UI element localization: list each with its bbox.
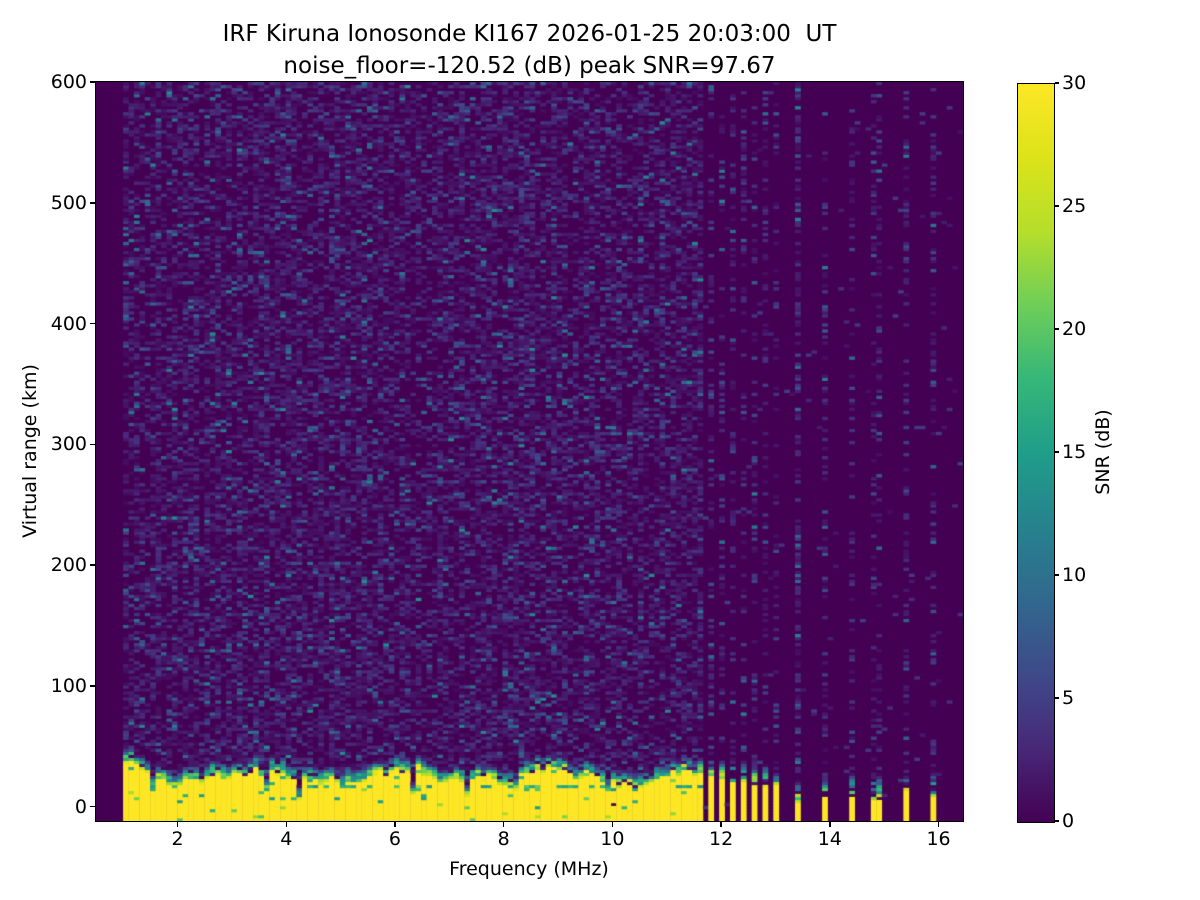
y-tick [89, 202, 95, 204]
y-tick [89, 564, 95, 566]
colorbar-tick-label: 0 [1062, 810, 1075, 832]
x-tick [394, 821, 396, 827]
x-tick [720, 821, 722, 827]
x-tick-label: 12 [709, 828, 734, 850]
y-tick [89, 81, 95, 83]
x-tick [829, 821, 831, 827]
y-tick [89, 322, 95, 325]
y-tick-label: 400 [50, 312, 87, 335]
y-tick-label: 100 [50, 674, 87, 697]
x-tick-label: 8 [497, 828, 510, 850]
colorbar-tick-label: 20 [1062, 318, 1087, 340]
x-tick [176, 821, 179, 827]
y-tick-label: 500 [50, 191, 87, 214]
colorbar-tick [1054, 328, 1059, 330]
x-tick-label: 14 [817, 828, 842, 850]
ionogram-heatmap [96, 82, 963, 821]
colorbar-label: SNR (dB) [1092, 409, 1114, 495]
x-tick [611, 821, 614, 827]
y-tick [89, 443, 95, 445]
x-axis-label: Frequency (MHz) [449, 858, 609, 880]
colorbar-tick [1054, 82, 1059, 84]
x-tick [502, 821, 505, 827]
colorbar-tick [1054, 820, 1059, 822]
y-tick [89, 685, 95, 687]
colorbar-tick [1054, 451, 1059, 453]
chart-subtitle: noise_floor=-120.52 (dB) peak SNR=97.67 [283, 53, 776, 79]
colorbar-tick [1054, 205, 1059, 207]
x-tick-label: 6 [388, 828, 401, 850]
x-tick-label: 2 [171, 828, 184, 850]
chart-title: IRF Kiruna Ionosonde KI167 2026-01-25 20… [222, 21, 837, 47]
colorbar-tick [1054, 697, 1059, 699]
x-tick-label: 4 [280, 828, 293, 850]
colorbar-tick-label: 15 [1062, 441, 1087, 463]
y-tick-label: 600 [50, 71, 87, 93]
y-tick-label: 300 [50, 433, 87, 456]
x-tick [937, 821, 940, 827]
colorbar-tick-label: 30 [1062, 72, 1087, 94]
colorbar-tick-label: 5 [1062, 687, 1075, 709]
x-tick-label: 16 [926, 828, 951, 850]
colorbar-tick [1054, 574, 1059, 576]
y-tick-label: 200 [50, 554, 87, 576]
x-tick [285, 821, 287, 827]
colorbar-gradient [1017, 83, 1055, 823]
y-tick-label: 0 [74, 795, 87, 818]
x-tick-label: 10 [600, 828, 625, 850]
colorbar-tick-label: 25 [1062, 195, 1087, 217]
colorbar-tick-label: 10 [1062, 564, 1087, 586]
y-tick [89, 805, 95, 808]
y-axis-label: Virtual range (km) [19, 364, 41, 538]
